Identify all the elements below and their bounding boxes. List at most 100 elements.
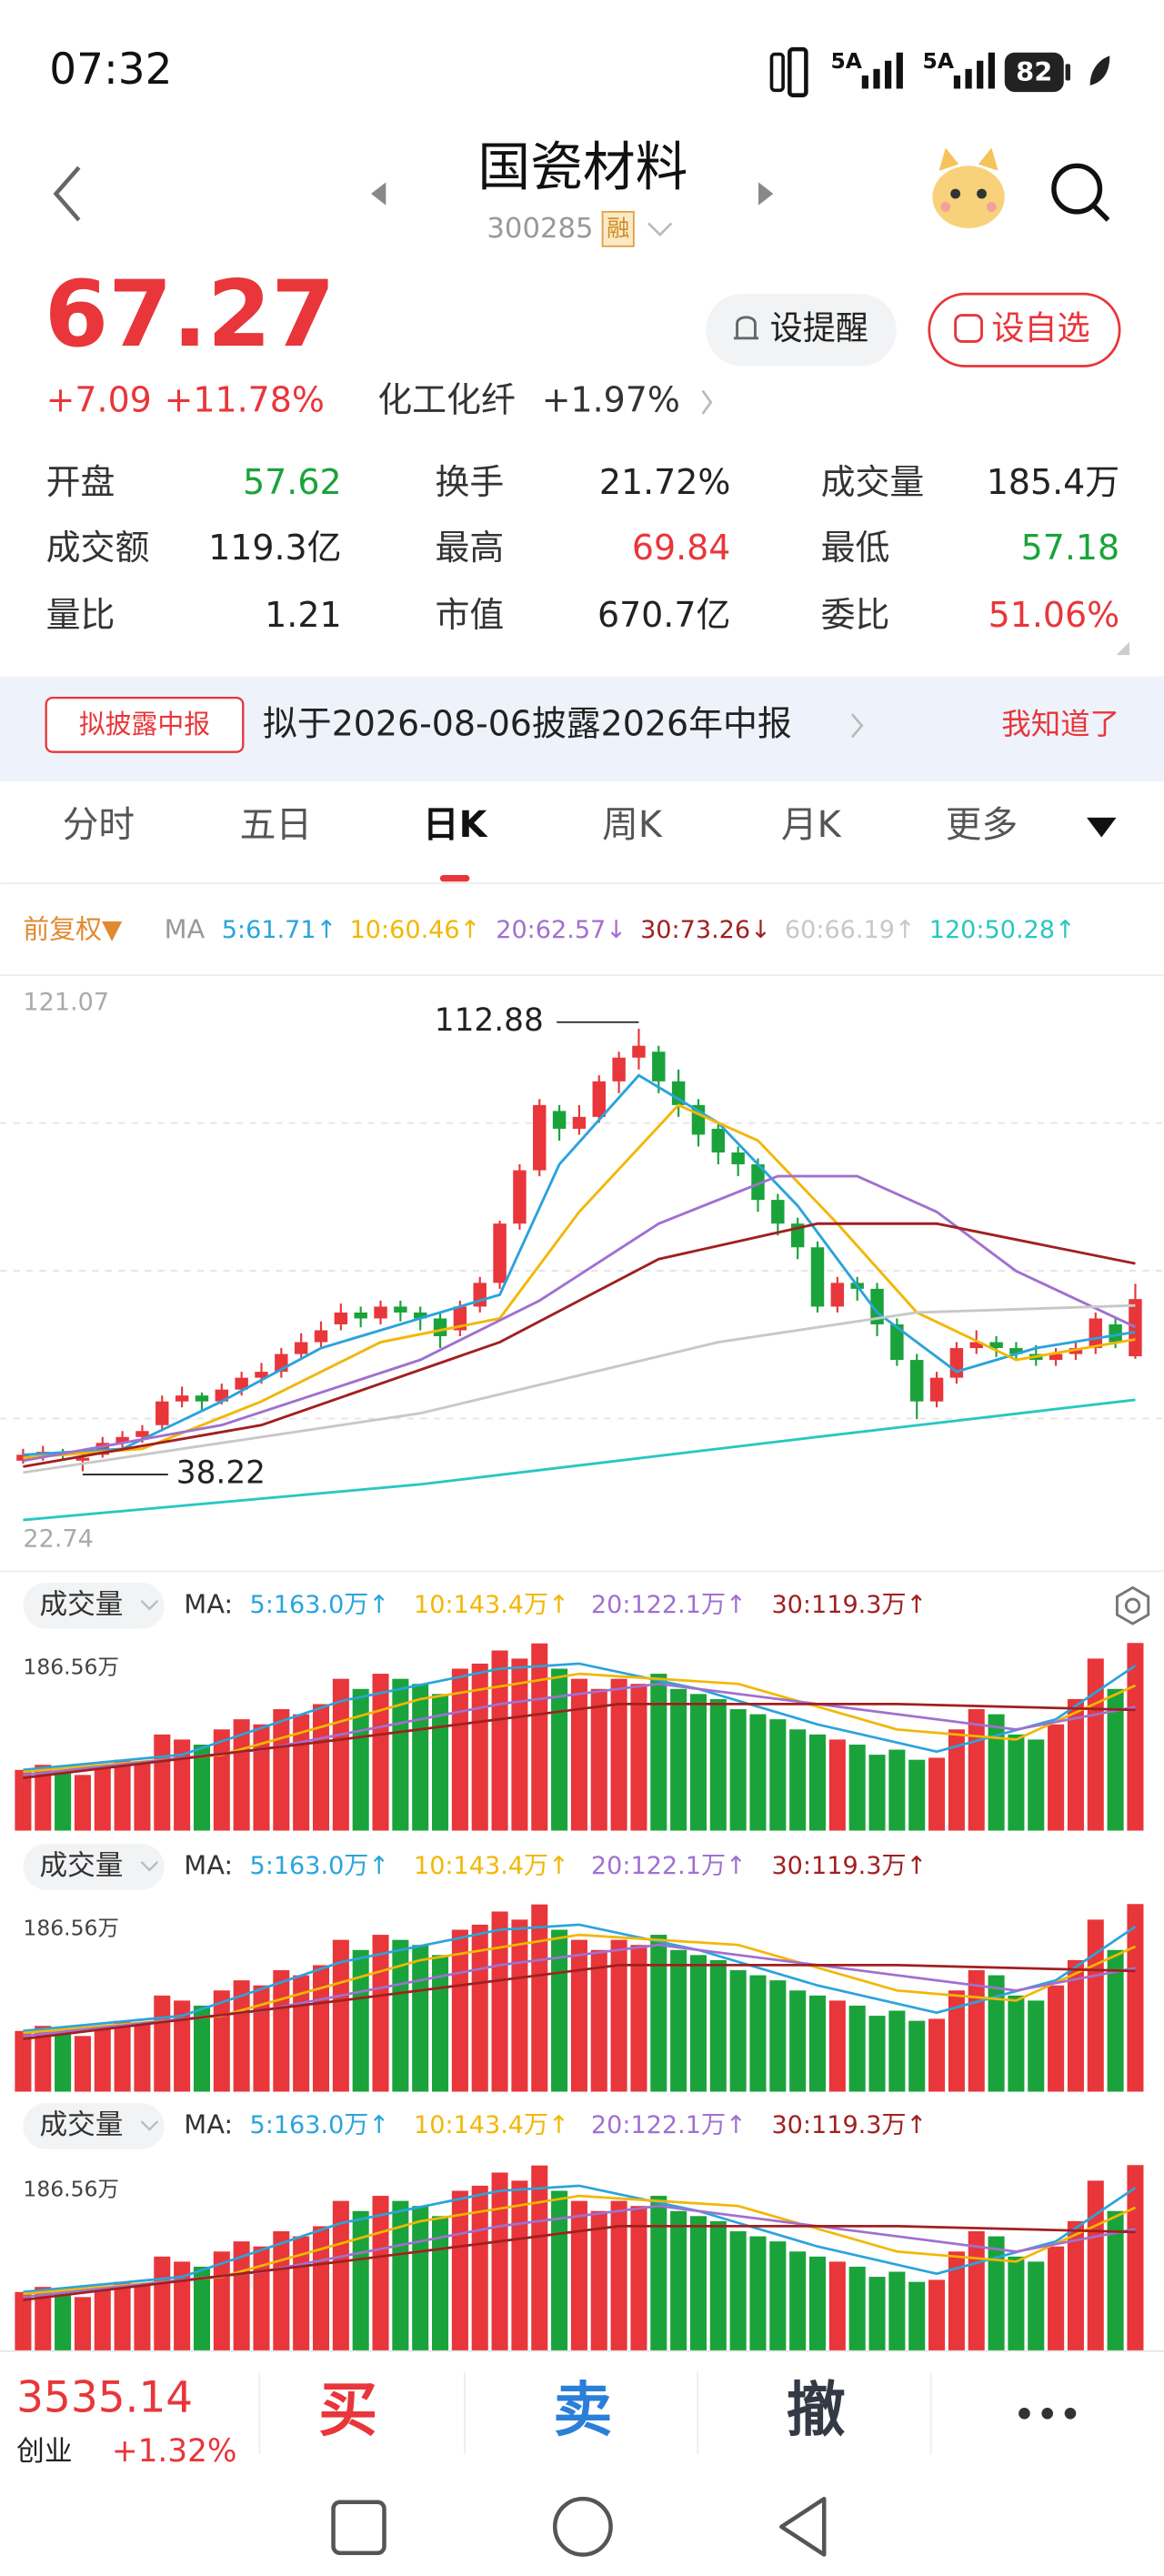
- period-tab[interactable]: 更多: [946, 804, 1018, 846]
- candle-body: [493, 1223, 507, 1283]
- search-button[interactable]: [1051, 163, 1103, 215]
- volume-bar: [372, 2196, 389, 2353]
- volume-bar: [650, 2196, 667, 2353]
- period-tab[interactable]: 分时: [63, 804, 135, 846]
- nav-recent[interactable]: [331, 2500, 386, 2555]
- prev-stock[interactable]: [371, 182, 386, 206]
- volume-bar: [928, 1757, 946, 1831]
- volume-bar: [35, 1765, 52, 1831]
- volume-bar: [908, 2020, 926, 2092]
- notice-dismiss[interactable]: 我知道了: [1001, 707, 1119, 741]
- volume-bar: [15, 1769, 32, 1831]
- volume-bar: [848, 1744, 866, 1831]
- more-button[interactable]: [1018, 2407, 1077, 2420]
- alert-button-label[interactable]: 设提醒: [770, 309, 868, 347]
- watchlist-button[interactable]: [928, 292, 1121, 367]
- candle-body: [771, 1200, 785, 1224]
- notice-text[interactable]: 拟于2026-08-06披露2026年中报: [263, 703, 792, 743]
- volume-ma-label: MA:: [184, 1588, 233, 1619]
- stat-value: 21.72%: [599, 462, 730, 502]
- volume-bar: [868, 2016, 886, 2092]
- volume-bar: [114, 2020, 131, 2092]
- vibrate-icon: [769, 52, 785, 93]
- mascot[interactable]: [932, 147, 1005, 228]
- volume-ma-legend: 20:122.1万↑: [591, 1852, 747, 1880]
- volume-bar: [729, 1970, 747, 2092]
- volume-bar: [968, 2231, 985, 2353]
- trade-button[interactable]: 撤: [787, 2376, 846, 2444]
- alert-button[interactable]: [706, 294, 897, 367]
- candle-body: [1129, 1299, 1142, 1357]
- next-stock[interactable]: [758, 182, 774, 206]
- period-tab[interactable]: 五日: [240, 804, 312, 846]
- ma-label: MA: [165, 913, 206, 944]
- nav-home[interactable]: [552, 2496, 613, 2557]
- notice-badge: 拟披露中报: [79, 709, 210, 740]
- notice-badge-box: [45, 696, 245, 753]
- sector-name[interactable]: 化工化纤: [377, 380, 516, 420]
- tabs-menu[interactable]: [1087, 817, 1117, 838]
- candle-body: [1009, 1348, 1023, 1354]
- volume-bar: [114, 1759, 131, 1831]
- volume-ma-legend: 5:163.0万↑: [249, 1591, 389, 1619]
- adjust-selector[interactable]: 前复权▼: [23, 913, 123, 944]
- volume-bar: [451, 2190, 468, 2353]
- candle-body: [75, 1457, 90, 1461]
- volume-bar: [551, 1668, 568, 1831]
- volume-bar: [174, 2261, 191, 2353]
- volume-bar: [74, 2297, 91, 2353]
- candle-body: [433, 1318, 447, 1337]
- volume-bar: [491, 1911, 508, 2092]
- back-button[interactable]: [53, 166, 81, 222]
- candle-body: [1109, 1323, 1122, 1343]
- volume-bar: [808, 1995, 827, 2092]
- period-tab[interactable]: 日K: [423, 804, 488, 846]
- period-tab[interactable]: 周K: [602, 804, 663, 846]
- candle-body: [830, 1283, 845, 1307]
- volume-ma-line: [23, 1703, 1136, 1779]
- volume-bar: [828, 1739, 846, 1831]
- trade-button[interactable]: 买: [318, 2376, 377, 2444]
- watchlist-button-label[interactable]: 设自选: [991, 309, 1089, 347]
- volume-selector[interactable]: 成交量: [39, 2109, 123, 2141]
- volume-bar: [471, 2185, 488, 2353]
- search-handle: [1091, 203, 1110, 222]
- volume-ma-legend: 5:163.0万↑: [249, 2111, 389, 2139]
- volume-bar: [253, 1724, 270, 1831]
- volume-bar: [312, 1965, 330, 2092]
- volume-bar: [392, 1678, 409, 1831]
- stat-value: 57.18: [1021, 528, 1119, 568]
- trade-button[interactable]: 卖: [553, 2376, 612, 2444]
- settings-icon[interactable]: [1115, 1585, 1150, 1625]
- volume-selector-box[interactable]: [23, 1582, 165, 1629]
- signal-label: 5A: [923, 48, 955, 74]
- volume-bar: [193, 2005, 210, 2092]
- index-value[interactable]: 3535.14: [16, 2372, 193, 2422]
- volume-ma-legend: 20:122.1万↑: [591, 2111, 747, 2139]
- volume-bar: [392, 2200, 409, 2353]
- period-tab[interactable]: 月K: [781, 804, 842, 846]
- volume-selector-box[interactable]: [23, 2103, 165, 2149]
- volume-bar: [1008, 1995, 1025, 2092]
- battery: [1004, 52, 1064, 93]
- volume-bar: [273, 2231, 290, 2353]
- volume-bar: [590, 2210, 607, 2353]
- volume-ma-legend: 30:119.3万↑: [771, 1852, 927, 1880]
- volume-ma-legend: 10:143.4万↑: [414, 1852, 569, 1880]
- volume-bar: [114, 2281, 131, 2353]
- nav-back[interactable]: [779, 2496, 827, 2557]
- volume-ma-label: MA:: [184, 1849, 233, 1880]
- volume-bar: [213, 1990, 230, 2092]
- stat-label: 成交额: [46, 528, 150, 568]
- stat-value: 69.84: [632, 528, 730, 568]
- stat-label: 最高: [435, 528, 504, 568]
- volume-selector-box[interactable]: [23, 1843, 165, 1890]
- code-dropdown[interactable]: [647, 222, 673, 237]
- stat-label: 换手: [435, 462, 504, 502]
- volume-bar: [531, 2165, 548, 2353]
- volume-selector[interactable]: 成交量: [39, 1589, 123, 1621]
- candlestick-chart: 22.74 121.07 5:61.71↑ 10:60.46↑ 20:62.57↓ 30:…: [0, 916, 1164, 1554]
- candle-body: [513, 1170, 527, 1224]
- volume-selector[interactable]: 成交量: [39, 1850, 123, 1882]
- volume-bar: [1087, 1658, 1104, 1831]
